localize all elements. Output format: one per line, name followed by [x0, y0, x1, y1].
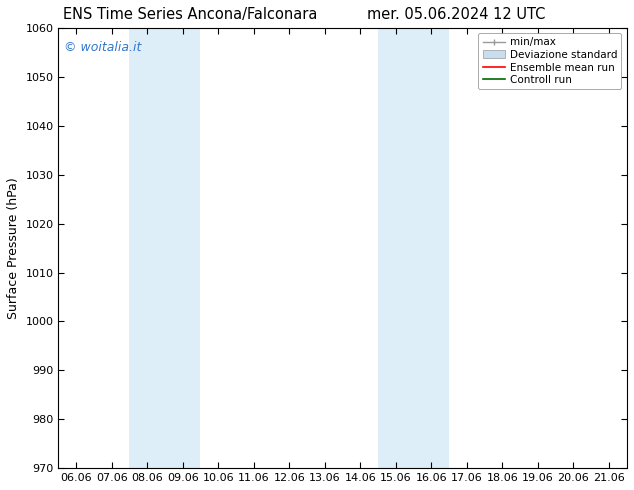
Text: © woitalia.it: © woitalia.it: [64, 41, 141, 54]
Text: mer. 05.06.2024 12 UTC: mer. 05.06.2024 12 UTC: [367, 7, 546, 23]
Bar: [129, 28, 200, 468]
Text: ENS Time Series Ancona/Falconara: ENS Time Series Ancona/Falconara: [63, 7, 318, 23]
Bar: [378, 28, 449, 468]
Legend: min/max, Deviazione standard, Ensemble mean run, Controll run: min/max, Deviazione standard, Ensemble m…: [479, 33, 621, 90]
Y-axis label: Surface Pressure (hPa): Surface Pressure (hPa): [7, 177, 20, 319]
